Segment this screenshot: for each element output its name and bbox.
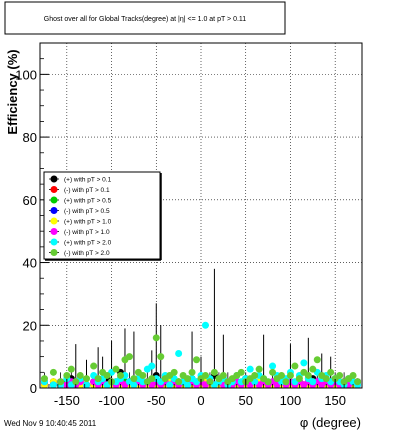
y-tick-label: 40 [23,256,37,271]
data-point [148,375,156,383]
data-point [286,371,294,379]
data-point [152,334,160,342]
y-axis-label: Efficiency (%) [5,49,20,134]
data-point [219,371,227,379]
data-point [130,381,138,389]
legend-marker [50,175,58,183]
data-point [57,378,65,386]
data-point [175,350,183,357]
data-point [184,381,192,389]
data-point [251,371,259,379]
legend-marker [50,207,58,214]
data-point [291,362,299,370]
data-point [255,365,263,373]
legend-marker [50,186,58,193]
data-point [309,365,317,373]
x-tick-label: 100 [280,393,302,408]
data-point [175,378,183,386]
x-axis-label: φ (degree) [300,415,361,430]
y-tick-label: 20 [23,318,37,333]
data-point [246,365,254,373]
data-point [67,365,75,373]
legend-label: (-) with pT > 2.0 [64,250,110,257]
x-tick-label: 150 [324,393,346,408]
data-point [130,375,138,383]
data-point [184,375,192,383]
legend-label: (+) with pT > 0.5 [64,198,112,205]
data-point [201,371,209,379]
y-tick-label: 100 [15,67,37,82]
legend-label: (-) with pT > 0.5 [64,208,110,215]
legend-box [43,171,161,260]
data-point [300,359,308,367]
x-tick-label: 50 [238,393,252,408]
data-point [49,368,57,376]
legend-marker [50,238,58,246]
data-point [72,378,80,386]
x-tick-label: 0 [197,393,204,408]
data-point [295,375,303,383]
x-tick-label: -100 [99,393,125,408]
x-tick-label: -50 [147,393,166,408]
legend-label: (+) with pT > 2.0 [64,240,112,247]
data-point [269,362,277,370]
data-point [327,368,335,376]
data-point [139,371,147,379]
legend-label: (+) with pT > 0.1 [64,177,112,184]
chart-title: Ghost over all for Global Tracks(degree)… [44,16,247,23]
data-point [63,371,71,379]
data-point [188,368,196,376]
data-point [76,371,84,379]
data-point [112,365,120,373]
data-point [309,378,317,386]
title-box [4,1,286,35]
data-point [157,353,165,361]
x-tick-label: -150 [54,393,80,408]
data-point [282,378,290,386]
data-point [269,368,277,376]
data-point [49,381,57,389]
legend-marker [50,228,58,235]
data-point [166,381,174,389]
y-tick-label: 60 [23,193,37,208]
legend: (+) with pT > 0.1 (-) with pT > 0.1 (+) wi… [43,171,162,261]
footer-timestamp: Wed Nov 9 10:40:45 2011 [4,419,97,428]
data-point [148,362,156,370]
data-point [193,356,201,364]
data-point [90,362,98,370]
data-point [117,371,124,379]
data-point [103,371,111,379]
legend-label: (+) with pT > 1.0 [64,219,112,226]
legend-marker [50,217,58,225]
data-point [336,371,344,379]
data-point [210,368,218,376]
data-point [201,321,209,329]
data-point [264,378,272,386]
data-point [94,375,102,383]
data-point [349,371,357,379]
y-tick-label: 80 [23,130,37,145]
legend-marker [50,196,58,204]
data-point [313,356,321,364]
axes: -150 -100 -50 0 50 100 150 0 20 40 60 80 100 [15,58,354,408]
legend-marker [50,249,58,256]
y-tick-label: 0 [30,381,37,396]
data-point [40,375,48,383]
data-point [354,378,362,386]
legend-label: (-) with pT > 1.0 [64,229,110,236]
data-point [83,375,91,383]
data-point [125,353,133,361]
data-point [278,371,285,379]
data-point [237,368,245,376]
data-point [322,375,330,383]
data-point [83,381,91,389]
data-point [206,378,214,386]
data-point [170,368,178,376]
grid-lines [40,43,362,389]
legend-label: (-) with pT > 0.1 [64,187,110,194]
data-points [40,321,362,389]
data-point [304,371,312,379]
